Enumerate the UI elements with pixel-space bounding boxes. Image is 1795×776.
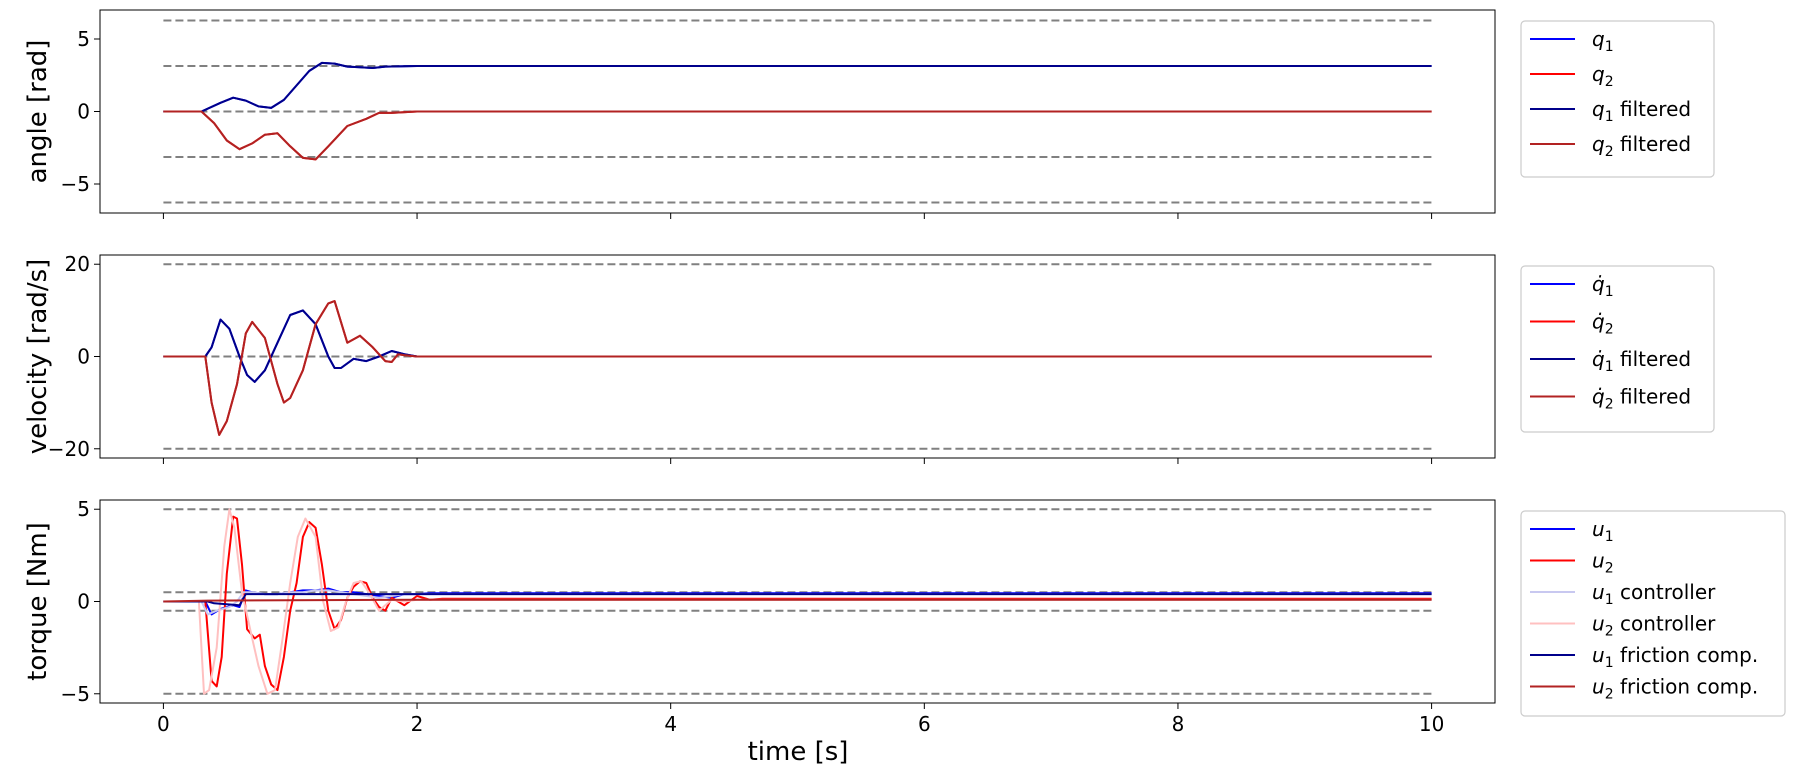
legend: q1 q2 q1 filtered q2 filtered xyxy=(1520,20,1715,178)
legend: q̇1 q̇2 q̇1 filtered q̇2 filtered xyxy=(1520,265,1715,433)
legend-label: u1 controller xyxy=(1592,580,1716,608)
legend-label: u1 friction comp. xyxy=(1592,643,1758,671)
series-line-6 xyxy=(163,598,1432,603)
series-line-1 xyxy=(163,309,1432,383)
series-line-3 xyxy=(163,309,1432,383)
legend-label: q̇2 filtered xyxy=(1592,385,1691,413)
legend-label: q1 xyxy=(1592,27,1614,55)
series-group xyxy=(163,300,1432,436)
series-line-2 xyxy=(163,300,1432,436)
legend-label: u2 friction comp. xyxy=(1592,675,1758,703)
series-line-3 xyxy=(163,61,1432,113)
y-tick-label: −5 xyxy=(61,682,90,706)
series-line-4 xyxy=(163,300,1432,436)
legend-label: q2 xyxy=(1592,62,1614,90)
legend-frame xyxy=(1520,510,1786,717)
legend-label: u2 xyxy=(1592,549,1614,577)
series-line-1 xyxy=(163,61,1432,113)
reference-lines xyxy=(163,508,1432,695)
series-line-2 xyxy=(163,515,1432,692)
series-line-1 xyxy=(163,587,1432,616)
y-axis-label: torque [Nm] xyxy=(23,522,53,681)
legend-label: q1 filtered xyxy=(1592,97,1691,125)
legend-label: q2 filtered xyxy=(1592,132,1691,160)
legend-frame xyxy=(1520,265,1715,433)
legend-label: q̇1 filtered xyxy=(1592,347,1691,375)
y-tick-label: 0 xyxy=(77,590,90,614)
series-line-2 xyxy=(163,110,1432,161)
x-tick-label: 6 xyxy=(918,712,931,736)
y-axis-label: velocity [rad/s] xyxy=(23,259,53,455)
y-tick-label: 5 xyxy=(77,497,90,521)
x-tick-label: 0 xyxy=(157,712,170,736)
series-line-4 xyxy=(163,508,1432,695)
legend-label: q̇1 xyxy=(1592,272,1614,300)
series-line-3 xyxy=(163,589,1432,616)
y-tick-label: 5 xyxy=(77,27,90,51)
y-tick-label: 0 xyxy=(77,100,90,124)
x-tick-label: 8 xyxy=(1172,712,1185,736)
x-axis-label: time [s] xyxy=(748,737,849,767)
series-group xyxy=(163,508,1432,695)
legend-label: u1 xyxy=(1592,517,1614,545)
x-tick-label: 10 xyxy=(1419,712,1444,736)
y-tick-label: −5 xyxy=(61,172,90,196)
y-tick-label: 20 xyxy=(65,252,90,276)
y-tick-label: 0 xyxy=(77,345,90,369)
legend-label: q̇2 xyxy=(1592,310,1614,338)
subplot-angle: 5 0 −5 angle [rad] q1 q2 q1 filtered q2 filtere… xyxy=(23,9,1715,219)
legend-frame xyxy=(1520,20,1715,178)
y-tick-label: −20 xyxy=(48,437,90,461)
x-tick-label: 2 xyxy=(411,712,424,736)
legend: u1 u2 u1 controller u2 controller u1 frictio… xyxy=(1520,510,1786,717)
series-group xyxy=(163,61,1432,161)
series-line-4 xyxy=(163,110,1432,161)
x-tick-label: 4 xyxy=(664,712,677,736)
y-axis-label: angle [rad] xyxy=(23,40,53,184)
legend-label: u2 controller xyxy=(1592,612,1716,640)
axes-frame xyxy=(99,499,1496,704)
